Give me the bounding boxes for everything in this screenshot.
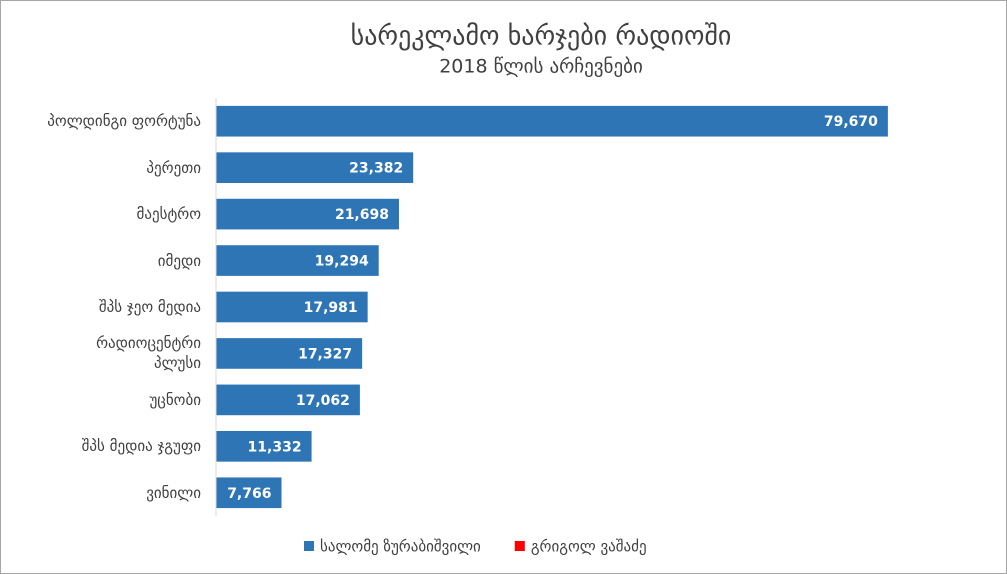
y-tick-label: ვინილი xyxy=(146,483,201,502)
data-label: 21,698 xyxy=(335,207,389,223)
bar xyxy=(216,198,399,230)
bar xyxy=(216,431,312,462)
legend-label: გრიგოლ ვაშაძე xyxy=(531,538,647,556)
bar xyxy=(216,291,368,323)
bar xyxy=(216,384,360,416)
data-label: 79,670 xyxy=(824,114,878,130)
y-tick-label: შპს ჯეო მედია xyxy=(98,298,201,316)
data-label: 23,382 xyxy=(349,161,403,177)
chart-title: სარეკლამო ხარჯები რადიოში xyxy=(351,22,732,52)
legend-swatch xyxy=(304,541,314,551)
bar xyxy=(216,152,414,183)
y-tick-label: პერეთი xyxy=(146,158,201,177)
y-tick-label: მაესტრო xyxy=(136,205,201,224)
legend-swatch xyxy=(514,541,525,551)
data-label: 17,062 xyxy=(296,393,350,409)
y-tick-label: იმედი xyxy=(157,251,201,270)
y-tick-label: პოლდინგი ფორტუნა xyxy=(47,112,201,131)
data-label: 11,332 xyxy=(248,439,302,455)
data-label: 17,981 xyxy=(304,300,358,316)
chart-subtitle: 2018 წლის არჩევნები xyxy=(439,56,643,78)
bar xyxy=(216,105,888,137)
data-label: 7,766 xyxy=(227,486,271,502)
data-label: 19,294 xyxy=(315,254,369,270)
legend-label: სალომე ზურაბიშვილი xyxy=(320,538,481,556)
bar xyxy=(216,338,363,369)
y-tick-label: უცნობი xyxy=(149,390,201,409)
y-tick-label: რადიოცენტრი პლუსი xyxy=(96,334,201,373)
bar xyxy=(216,245,379,276)
y-tick-label: შპს მედია ჯგუფი xyxy=(81,437,201,456)
bar xyxy=(216,477,282,509)
data-label: 17,327 xyxy=(298,346,352,362)
